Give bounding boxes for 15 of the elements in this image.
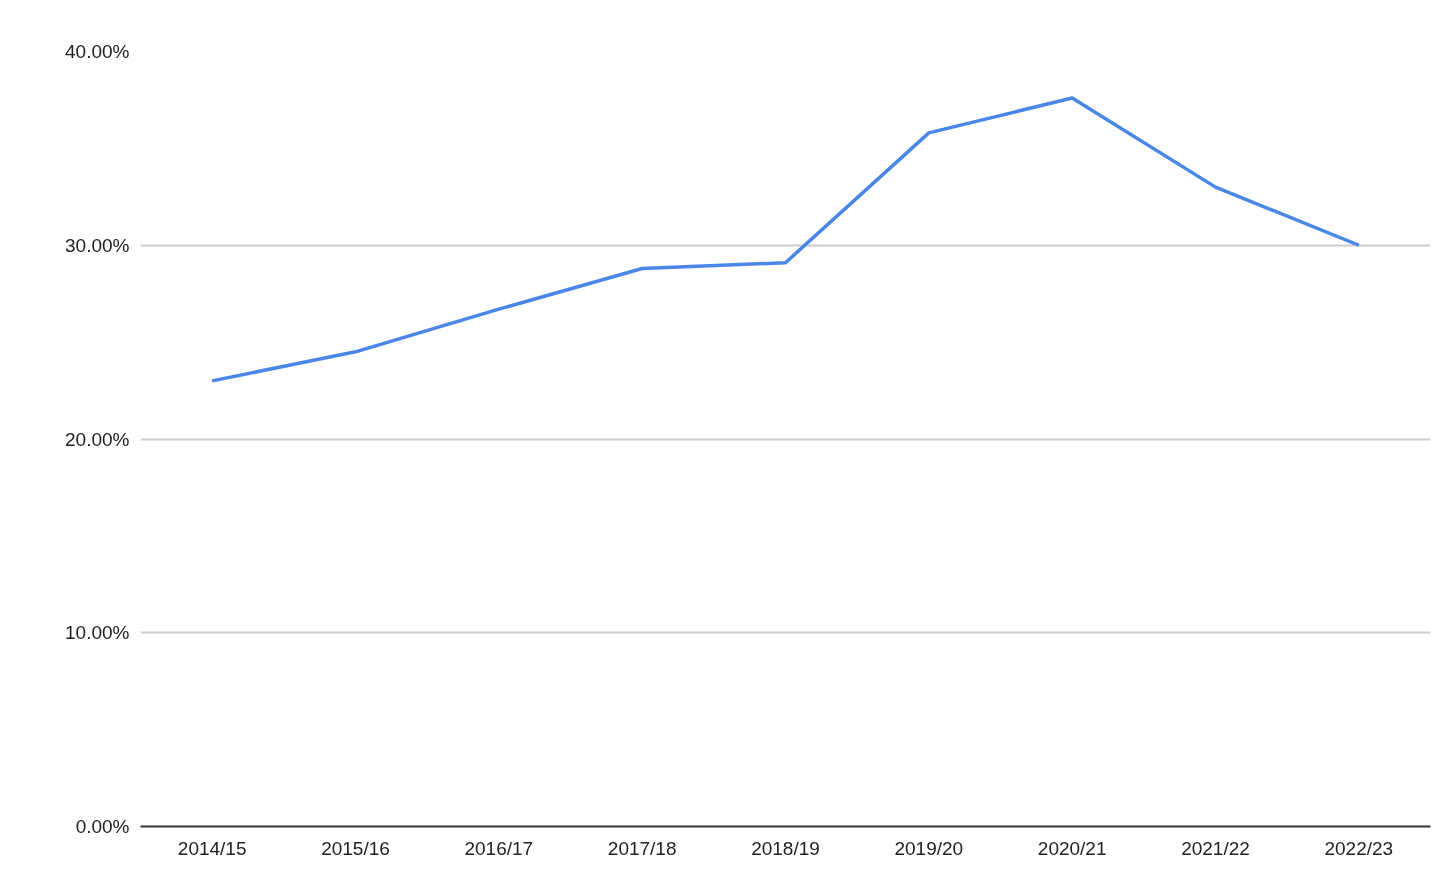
x-tick-label: 2018/19	[751, 837, 820, 859]
x-tick-label: 2016/17	[464, 837, 534, 859]
y-tick-label: 10.00%	[65, 622, 130, 644]
y-tick-label: 30.00%	[65, 234, 130, 256]
x-tick-label: 2019/20	[894, 837, 964, 859]
y-tick-label: 40.00%	[65, 41, 130, 62]
x-tick-label: 2022/23	[1324, 837, 1394, 859]
y-tick-label: 0.00%	[75, 816, 130, 837]
line-series	[210, 96, 1361, 383]
x-tick-label: 2020/21	[1037, 837, 1107, 859]
y-tick-label: 20.00%	[65, 428, 130, 450]
x-tick-label: 2015/16	[321, 837, 390, 859]
x-tick-label: 2021/22	[1181, 837, 1250, 859]
x-tick-label: 2014/15	[177, 837, 247, 859]
x-tick-label: 2017/18	[607, 837, 677, 859]
